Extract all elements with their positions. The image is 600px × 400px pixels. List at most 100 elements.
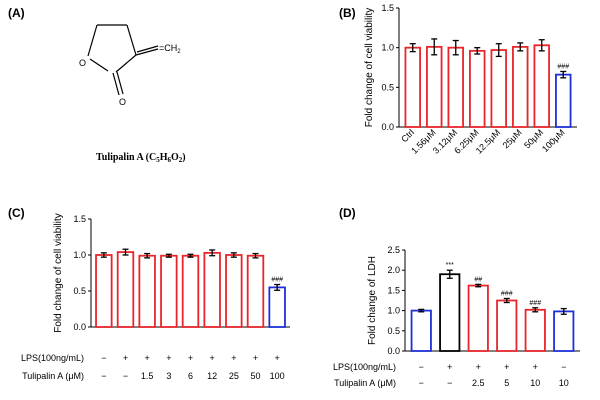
bar xyxy=(467,284,489,352)
y-tick-label: 0.0 xyxy=(387,346,400,356)
significance-label: ### xyxy=(557,63,569,70)
ring-bond-o-left xyxy=(89,58,109,72)
lps-cell: − xyxy=(101,353,106,363)
dose-row-label: Tulipalin A (μM) xyxy=(22,371,84,381)
y-tick-label: 1.0 xyxy=(73,250,86,260)
y-tick-label: 1.5 xyxy=(73,214,86,224)
dose-cell: − xyxy=(123,371,128,381)
significance-label: ### xyxy=(501,290,513,297)
panel-b-label: (B) xyxy=(339,6,356,20)
lps-cell: + xyxy=(533,362,538,372)
dose-cell: − xyxy=(419,378,424,388)
bar xyxy=(181,254,200,328)
lps-cell: + xyxy=(231,353,236,363)
bar xyxy=(246,254,265,328)
dose-cell: 6 xyxy=(188,371,193,381)
panel-a-label: (A) xyxy=(8,6,25,20)
panel-b: (B) 0.0 0.5 1.0 1.5 Fold change of cell viab… xyxy=(339,3,577,156)
panel-c-label: (C) xyxy=(8,206,25,220)
ring-bond-lower-right xyxy=(115,54,137,73)
ring-bond-left xyxy=(87,24,98,57)
lps-cell: + xyxy=(275,353,280,363)
panel-d-label: (D) xyxy=(339,206,356,220)
bar xyxy=(203,251,221,328)
x-tick-label: 25μM xyxy=(501,127,524,150)
panel-d: (D) 0.0 0.5 1.0 1.5 2.0 2.5 Fold change of LDH… xyxy=(333,206,580,388)
carbonyl-bond-2 xyxy=(116,71,124,95)
bar xyxy=(426,45,443,128)
y-axis-title: Fold change of cell viability xyxy=(53,213,64,333)
x-tick-label: 100μM xyxy=(540,127,567,154)
ring-bond-right xyxy=(126,24,137,56)
lps-cell: − xyxy=(561,362,566,372)
y-tick-label: 2.0 xyxy=(387,265,400,275)
lps-cell: + xyxy=(123,353,128,363)
bar xyxy=(268,286,286,328)
bar xyxy=(160,254,178,328)
y-tick-label: 1.0 xyxy=(387,306,400,316)
compound-caption: Tulipalin A (C5H6O2) xyxy=(96,152,186,164)
bar xyxy=(555,73,572,128)
dose-cell: 10 xyxy=(530,378,540,388)
x-tick-label: 12.5μM xyxy=(474,127,502,155)
bar xyxy=(469,49,486,128)
tulipalin-structure xyxy=(87,24,159,96)
bar xyxy=(447,46,464,128)
bar xyxy=(439,273,461,352)
lps-row-label: LPS(100ng/mL) xyxy=(333,362,396,372)
lps-row-label: LPS(100ng/mL) xyxy=(21,353,84,363)
dose-cell: − xyxy=(447,378,452,388)
dose-cell: − xyxy=(101,371,106,381)
y-axis-title: Fold change of cell viability xyxy=(364,8,375,128)
lps-cell: + xyxy=(447,362,452,372)
lps-cell: + xyxy=(476,362,481,372)
exo-bond-2 xyxy=(136,45,159,53)
dose-row-label: Tulipalin A (μM) xyxy=(334,378,396,388)
substituent-text: =CH2 xyxy=(159,43,181,55)
carbonyl-oxygen: O xyxy=(119,97,126,107)
bar xyxy=(138,254,156,328)
bar xyxy=(496,299,518,352)
dose-cell: 5 xyxy=(504,378,509,388)
y-tick-label: 1.5 xyxy=(387,285,400,295)
bar xyxy=(410,309,432,352)
y-tick-label: 0.5 xyxy=(73,286,86,296)
ring-oxygen: O xyxy=(79,58,86,68)
bar xyxy=(404,46,421,128)
y-tick-label: 2.5 xyxy=(387,245,400,255)
dose-cell: 10 xyxy=(559,378,569,388)
bar xyxy=(512,45,529,128)
y-tick-label: 0.5 xyxy=(381,82,394,92)
y-tick-label: 1.0 xyxy=(381,43,394,53)
bar xyxy=(225,254,243,328)
y-tick-label: 0.0 xyxy=(381,122,394,132)
significance-label: ### xyxy=(271,277,283,284)
lps-cell: + xyxy=(188,353,193,363)
dose-cell: 1.5 xyxy=(141,371,154,381)
lps-cell: + xyxy=(166,353,171,363)
panel-c: (C) 0.0 0.5 1.0 1.5 Fold change of cell viab… xyxy=(8,206,290,381)
bar xyxy=(95,254,113,328)
y-tick-label: 0.5 xyxy=(387,326,400,336)
y-tick-label: 0.0 xyxy=(73,322,86,332)
dose-cell: 50 xyxy=(250,371,260,381)
bar xyxy=(524,308,546,352)
lps-cell: + xyxy=(253,353,258,363)
carbonyl-bond-1 xyxy=(112,72,120,96)
lps-cell: + xyxy=(210,353,215,363)
bar xyxy=(490,49,507,128)
lps-cell: + xyxy=(145,353,150,363)
dose-cell: 2.5 xyxy=(472,378,485,388)
x-tick-label: Ctrl xyxy=(399,127,416,144)
significance-label: ### xyxy=(529,300,541,307)
exo-bond-1 xyxy=(135,48,159,56)
panel-a: (A) =CH2 O O Tulipalin A (C5H6O2) xyxy=(8,6,186,164)
significance-label: ## xyxy=(474,276,482,283)
bar xyxy=(116,251,135,328)
dose-cell: 25 xyxy=(229,371,239,381)
bar xyxy=(533,44,550,128)
y-axis-title: Fold change of LDH xyxy=(367,256,378,345)
bar xyxy=(553,310,575,352)
lps-cell: + xyxy=(504,362,509,372)
